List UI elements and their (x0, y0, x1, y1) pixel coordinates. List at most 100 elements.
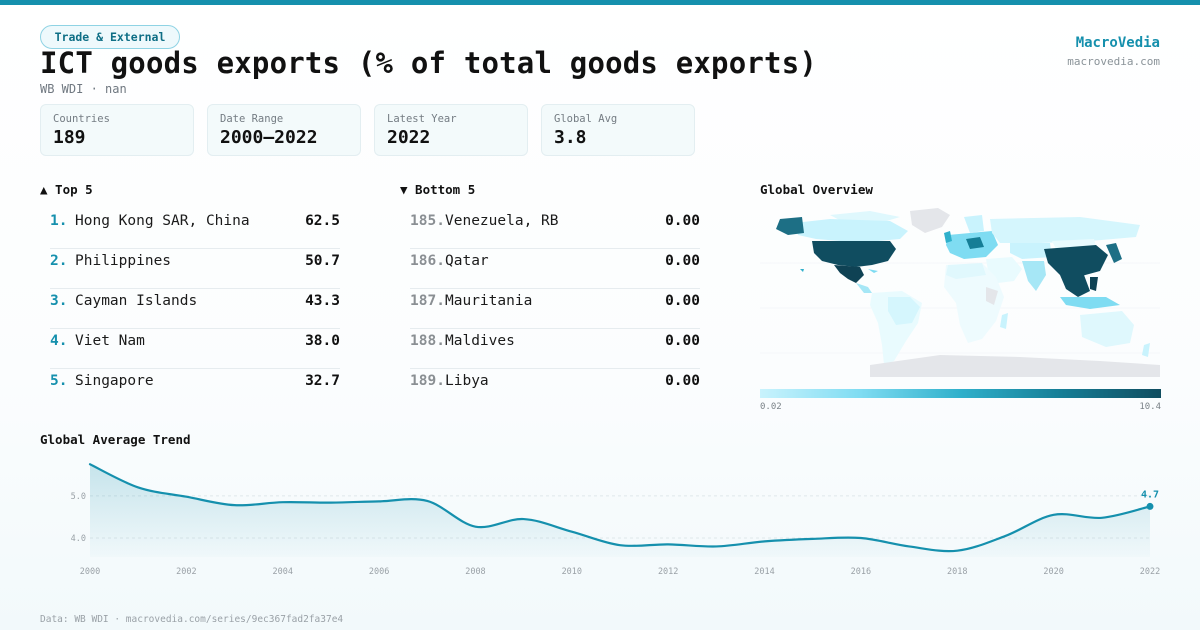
trend-area-fill (90, 464, 1150, 557)
trend-y-axis: 4.0 5.0 (71, 492, 86, 544)
country-name: Hong Kong SAR, China (75, 213, 250, 229)
bottom5-row[interactable]: 187. Mauritania 0.00 (410, 289, 700, 329)
stat-label: Countries (53, 113, 110, 125)
map-region-central-america (856, 283, 872, 293)
top5-row[interactable]: 5. Singapore 32.7 (50, 369, 340, 409)
map-legend-max: 10.4 (1139, 402, 1161, 412)
bottom5-row[interactable]: 189. Libya 0.00 (410, 369, 700, 409)
map-legend-min: 0.02 (760, 402, 782, 412)
map-region-philippines (1090, 277, 1098, 291)
country-value: 50.7 (305, 253, 340, 269)
trend-last-value-label: 4.7 (1141, 489, 1159, 500)
country-name: Mauritania (445, 293, 533, 309)
country-value: 0.00 (665, 293, 700, 309)
country-value: 0.00 (665, 333, 700, 349)
map-heading: Global Overview (760, 182, 873, 197)
map-region-hawaii (800, 269, 804, 272)
stat-value: 2000–2022 (220, 127, 318, 148)
x-tick-label: 2008 (465, 567, 485, 577)
map-region-russia (990, 217, 1140, 243)
map-region-madagascar (1000, 313, 1008, 329)
stat-card-latest-year: Latest Year 2022 (374, 104, 528, 156)
country-value: 62.5 (305, 213, 340, 229)
map-region-mexico (834, 265, 864, 283)
x-tick-label: 2002 (176, 567, 196, 577)
rank-number: 5. (50, 373, 68, 389)
brand-name[interactable]: MacroVedia (1075, 35, 1160, 51)
stat-card-countries: Countries 189 (40, 104, 194, 156)
map-region-southeast-asia (1060, 275, 1090, 297)
bottom5-row[interactable]: 185. Venezuela, RB 0.00 (410, 209, 700, 249)
rank-number: 4. (50, 333, 68, 349)
x-tick-label: 2004 (272, 567, 292, 577)
y-tick-label: 5.0 (71, 492, 86, 502)
rank-number: 185. (410, 213, 445, 229)
country-name: Cayman Islands (75, 293, 198, 309)
footer-source: Data: WB WDI · macrovedia.com/series/9ec… (40, 614, 344, 625)
x-tick-label: 2014 (754, 567, 774, 577)
top5-row[interactable]: 1. Hong Kong SAR, China 62.5 (50, 209, 340, 249)
trend-heading: Global Average Trend (40, 432, 191, 447)
country-name: Viet Nam (75, 333, 145, 349)
stat-value: 3.8 (554, 127, 587, 148)
world-map[interactable] (760, 205, 1160, 383)
map-region-central-europe (966, 237, 984, 249)
country-name: Maldives (445, 333, 515, 349)
trend-points (1146, 502, 1154, 510)
map-region-central-asia (1010, 243, 1052, 259)
y-tick-label: 4.0 (71, 534, 86, 544)
map-region-new-zealand (1142, 343, 1150, 357)
page-title: ICT goods exports (% of total goods expo… (40, 46, 818, 80)
rank-number: 3. (50, 293, 68, 309)
map-region-china (1044, 245, 1108, 277)
country-value: 32.7 (305, 373, 340, 389)
trend-last-point (1146, 502, 1154, 510)
top5-row[interactable]: 2. Philippines 50.7 (50, 249, 340, 289)
x-tick-label: 2018 (947, 567, 967, 577)
map-region-africa (944, 263, 1004, 343)
top5-row[interactable]: 3. Cayman Islands 43.3 (50, 289, 340, 329)
map-region-korea-japan (1106, 243, 1122, 263)
x-tick-label: 2010 (562, 567, 582, 577)
stat-value: 2022 (387, 127, 431, 148)
map-legend-gradient (760, 389, 1161, 398)
x-tick-label: 2012 (658, 567, 678, 577)
rank-number: 1. (50, 213, 68, 229)
rank-number: 187. (410, 293, 445, 309)
map-region-usa (812, 241, 896, 267)
stat-label: Date Range (220, 113, 284, 125)
country-value: 38.0 (305, 333, 340, 349)
rank-number: 189. (410, 373, 445, 389)
bottom5-row[interactable]: 188. Maldives 0.00 (410, 329, 700, 369)
country-name: Qatar (445, 253, 489, 269)
x-tick-label: 2006 (369, 567, 389, 577)
map-region-canada (794, 219, 908, 241)
trend-chart[interactable]: 2000 2002 2004 2006 2008 2010 2012 2014 2016 2018… (40, 455, 1160, 580)
top-accent-bar (0, 0, 1200, 5)
rank-number: 188. (410, 333, 445, 349)
top5-heading: ▲ Top 5 (40, 182, 93, 197)
category-tag[interactable]: Trade & External (40, 25, 180, 49)
rank-number: 186. (410, 253, 445, 269)
brand-url[interactable]: macrovedia.com (1067, 55, 1160, 68)
trend-series-line (88, 463, 1152, 553)
trend-x-axis: 2000 2002 2004 2006 2008 2010 2012 2014 2016 2018… (80, 567, 1160, 577)
x-tick-label: 2022 (1140, 567, 1160, 577)
map-region-greenland (910, 208, 950, 233)
map-region-east-africa (986, 287, 998, 305)
country-value: 0.00 (665, 373, 700, 389)
x-tick-label: 2016 (851, 567, 871, 577)
bottom5-heading: ▼ Bottom 5 (400, 182, 476, 197)
map-region-antarctica (870, 355, 1160, 377)
map-region-north-africa (946, 263, 986, 279)
page-subtitle: WB WDI · nan (40, 82, 127, 96)
map-region-brazil (888, 297, 920, 325)
bottom5-row[interactable]: 186. Qatar 0.00 (410, 249, 700, 289)
stat-label: Latest Year (387, 113, 457, 125)
stat-value: 189 (53, 127, 86, 148)
country-value: 43.3 (305, 293, 340, 309)
map-region-australia (1080, 311, 1134, 347)
top5-row[interactable]: 4. Viet Nam 38.0 (50, 329, 340, 369)
country-name: Philippines (75, 253, 172, 269)
x-tick-label: 2000 (80, 567, 100, 577)
